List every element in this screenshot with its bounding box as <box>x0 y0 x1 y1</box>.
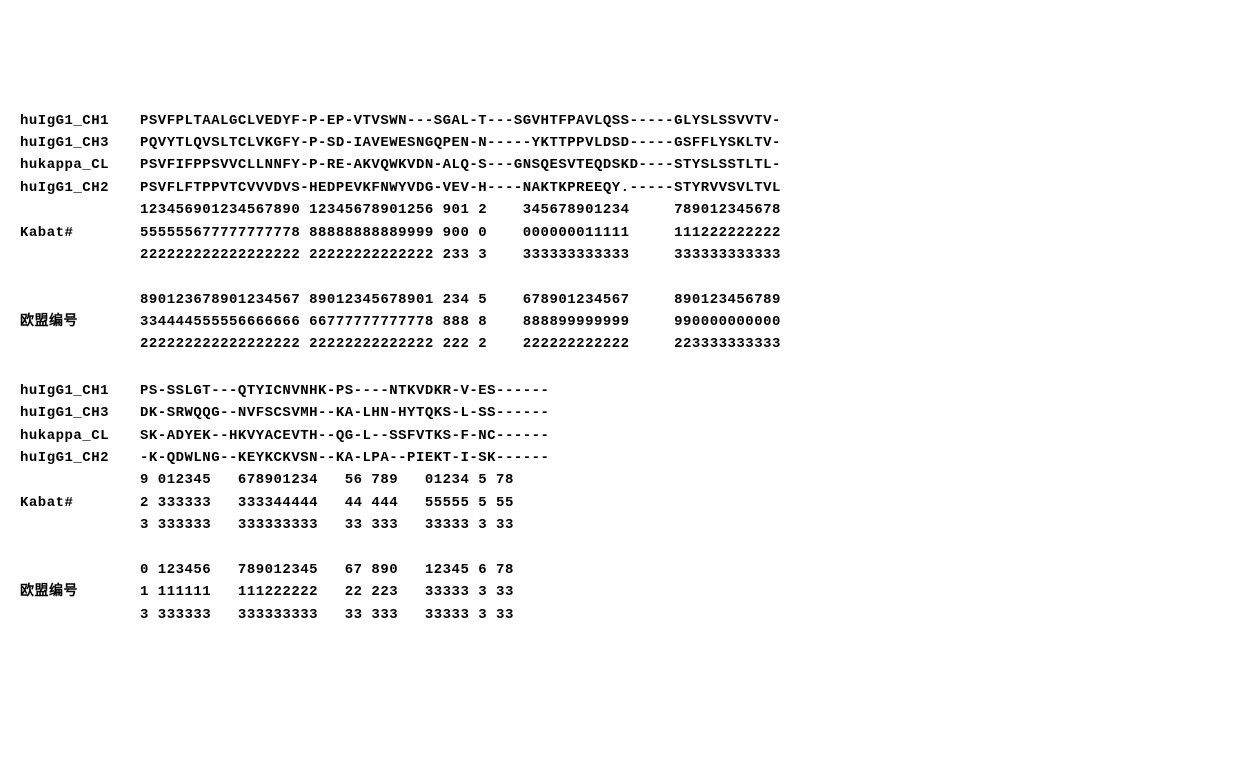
alignment-row: 123456901234567890 12345678901256 901 2 … <box>20 199 1220 221</box>
row-label <box>20 333 140 355</box>
row-label: 欧盟编号 <box>20 581 140 603</box>
row-label: hukappa_CL <box>20 425 140 447</box>
row-sequence: 9 012345 678901234 56 789 01234 5 78 <box>140 469 514 491</box>
row-sequence: 2 333333 333344444 44 444 55555 5 55 <box>140 492 514 514</box>
alignment-row: huIgG1_CH3PQVYTLQVSLTCLVKGFY-P-SD-IAVEWE… <box>20 132 1220 154</box>
spacer-row <box>20 537 1220 559</box>
alignment-block: huIgG1_CH1PS-SSLGT---QTYICNVNHK-PS----NT… <box>20 380 1220 626</box>
alignment-row: 890123678901234567 89012345678901 234 5 … <box>20 289 1220 311</box>
row-sequence: 1 111111 111222222 22 223 33333 3 33 <box>140 581 514 603</box>
alignment-row: huIgG1_CH3DK-SRWQQG--NVFSCSVMH--KA-LHN-H… <box>20 402 1220 424</box>
alignment-row: 欧盟编号334444555556666666 66777777777778 88… <box>20 311 1220 333</box>
alignment-row: hukappa_CLPSVFIFPPSVVCLLNNFY-P-RE-AKVQWK… <box>20 154 1220 176</box>
alignment-row: 欧盟编号1 111111 111222222 22 223 33333 3 33 <box>20 581 1220 603</box>
row-sequence: PQVYTLQVSLTCLVKGFY-P-SD-IAVEWESNGQPEN-N-… <box>140 132 781 154</box>
row-sequence: 555555677777777778 88888888889999 900 0 … <box>140 222 781 244</box>
alignment-row: huIgG1_CH1PSVFPLTAALGCLVEDYF-P-EP-VTVSWN… <box>20 110 1220 132</box>
spacer-row <box>20 266 1220 288</box>
row-sequence: SK-ADYEK--HKVYACEVTH--QG-L--SSFVTKS-F-NC… <box>140 425 549 447</box>
row-sequence: 222222222222222222 22222222222222 222 2 … <box>140 333 781 355</box>
alignment-row: 3 333333 333333333 33 333 33333 3 33 <box>20 514 1220 536</box>
alignment-row: huIgG1_CH1PS-SSLGT---QTYICNVNHK-PS----NT… <box>20 380 1220 402</box>
row-sequence: 3 333333 333333333 33 333 33333 3 33 <box>140 514 514 536</box>
row-sequence: DK-SRWQQG--NVFSCSVMH--KA-LHN-HYTQKS-L-SS… <box>140 402 549 424</box>
row-sequence: PSVFIFPPSVVCLLNNFY-P-RE-AKVQWKVDN-ALQ-S-… <box>140 154 781 176</box>
row-label <box>20 469 140 491</box>
row-label <box>20 604 140 626</box>
row-sequence: PSVFLFTPPVTCVVVDVS-HEDPEVKFNWYVDG-VEV-H-… <box>140 177 781 199</box>
row-sequence: 0 123456 789012345 67 890 12345 6 78 <box>140 559 514 581</box>
alignment-row: 222222222222222222 22222222222222 233 3 … <box>20 244 1220 266</box>
alignment-row: huIgG1_CH2-K-QDWLNG--KEYKCKVSN--KA-LPA--… <box>20 447 1220 469</box>
row-sequence: -K-QDWLNG--KEYKCKVSN--KA-LPA--PIEKT-I-SK… <box>140 447 549 469</box>
alignment-row: hukappa_CLSK-ADYEK--HKVYACEVTH--QG-L--SS… <box>20 425 1220 447</box>
row-label: huIgG1_CH2 <box>20 177 140 199</box>
row-sequence: 890123678901234567 89012345678901 234 5 … <box>140 289 781 311</box>
alignment-row: 222222222222222222 22222222222222 222 2 … <box>20 333 1220 355</box>
row-sequence: PSVFPLTAALGCLVEDYF-P-EP-VTVSWN---SGAL-T-… <box>140 110 781 132</box>
row-label: Kabat# <box>20 222 140 244</box>
row-label: huIgG1_CH3 <box>20 402 140 424</box>
alignment-row: Kabat#555555677777777778 88888888889999 … <box>20 222 1220 244</box>
alignment-row: huIgG1_CH2PSVFLFTPPVTCVVVDVS-HEDPEVKFNWY… <box>20 177 1220 199</box>
row-label: huIgG1_CH3 <box>20 132 140 154</box>
row-label: 欧盟编号 <box>20 311 140 333</box>
row-label: hukappa_CL <box>20 154 140 176</box>
alignment-block: huIgG1_CH1PSVFPLTAALGCLVEDYF-P-EP-VTVSWN… <box>20 110 1220 356</box>
alignment-row: 0 123456 789012345 67 890 12345 6 78 <box>20 559 1220 581</box>
alignment-row: 3 333333 333333333 33 333 33333 3 33 <box>20 604 1220 626</box>
row-label: huIgG1_CH1 <box>20 380 140 402</box>
row-label <box>20 559 140 581</box>
row-sequence: 123456901234567890 12345678901256 901 2 … <box>140 199 781 221</box>
row-label: huIgG1_CH2 <box>20 447 140 469</box>
row-label: huIgG1_CH1 <box>20 110 140 132</box>
row-sequence: 334444555556666666 66777777777778 888 8 … <box>140 311 781 333</box>
row-label <box>20 244 140 266</box>
row-label <box>20 199 140 221</box>
alignment-row: Kabat#2 333333 333344444 44 444 55555 5 … <box>20 492 1220 514</box>
alignment-container: huIgG1_CH1PSVFPLTAALGCLVEDYF-P-EP-VTVSWN… <box>20 110 1220 627</box>
row-sequence: PS-SSLGT---QTYICNVNHK-PS----NTKVDKR-V-ES… <box>140 380 549 402</box>
row-sequence: 222222222222222222 22222222222222 233 3 … <box>140 244 781 266</box>
alignment-row: 9 012345 678901234 56 789 01234 5 78 <box>20 469 1220 491</box>
row-label <box>20 289 140 311</box>
row-sequence: 3 333333 333333333 33 333 33333 3 33 <box>140 604 514 626</box>
row-label <box>20 514 140 536</box>
row-label: Kabat# <box>20 492 140 514</box>
